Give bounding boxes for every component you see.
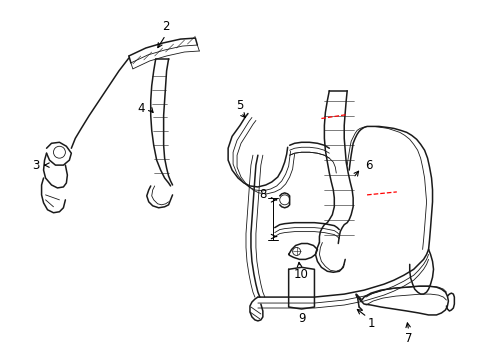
Text: 2: 2 bbox=[162, 20, 169, 33]
Text: 6: 6 bbox=[365, 159, 372, 172]
Text: 5: 5 bbox=[236, 99, 243, 112]
Text: 7: 7 bbox=[404, 332, 412, 345]
Text: 1: 1 bbox=[366, 318, 374, 330]
Text: 4: 4 bbox=[137, 102, 144, 115]
Text: 3: 3 bbox=[32, 159, 39, 172]
Text: 10: 10 bbox=[293, 268, 308, 281]
Text: 8: 8 bbox=[259, 188, 266, 201]
Text: 9: 9 bbox=[297, 312, 305, 325]
